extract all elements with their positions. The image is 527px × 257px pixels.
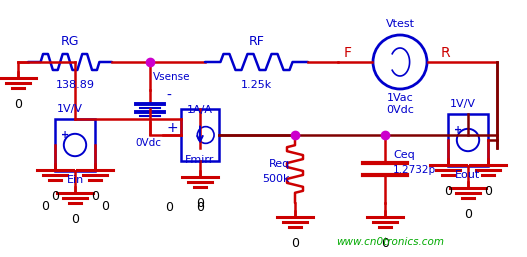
Text: Eout: Eout: [455, 170, 481, 180]
Bar: [448, 114, 488, 166]
Text: 0: 0: [444, 185, 452, 198]
Text: F: F: [344, 46, 352, 60]
Text: R: R: [440, 46, 450, 60]
Text: 138.89: 138.89: [55, 80, 94, 90]
Text: 0: 0: [381, 237, 389, 250]
Text: 0: 0: [484, 185, 492, 198]
Text: 0: 0: [14, 98, 22, 111]
Bar: [55, 119, 95, 171]
Text: 0: 0: [196, 201, 204, 214]
Text: +: +: [454, 125, 462, 135]
Text: 1A/A: 1A/A: [187, 105, 213, 115]
Text: Vsense: Vsense: [153, 72, 190, 82]
Text: 0: 0: [71, 213, 79, 226]
Text: 1.25k: 1.25k: [241, 80, 272, 90]
Text: 500k: 500k: [262, 174, 290, 184]
Text: RF: RF: [249, 35, 265, 48]
Text: 0: 0: [91, 190, 99, 203]
Bar: [181, 109, 219, 161]
Text: 0Vdc: 0Vdc: [386, 105, 414, 115]
Text: 0: 0: [165, 201, 173, 214]
Text: RG: RG: [61, 35, 79, 48]
Text: +: +: [61, 130, 69, 140]
Text: 1Vac: 1Vac: [387, 93, 413, 103]
Text: 0Vdc: 0Vdc: [135, 138, 161, 148]
Text: +: +: [166, 121, 178, 135]
Text: 0: 0: [41, 200, 49, 213]
Text: 1V/V: 1V/V: [450, 99, 476, 109]
Text: Fmirr: Fmirr: [186, 155, 214, 165]
Text: 0: 0: [291, 237, 299, 250]
Text: Vtest: Vtest: [385, 19, 415, 29]
Text: Ceq: Ceq: [393, 150, 415, 160]
Text: 1V/V: 1V/V: [57, 104, 83, 114]
Text: 0: 0: [464, 208, 472, 221]
Text: Req: Req: [269, 159, 290, 169]
Text: Ein: Ein: [66, 175, 84, 185]
Text: 0: 0: [101, 200, 109, 213]
Text: -: -: [166, 89, 171, 103]
Text: www.cn0tronics.com: www.cn0tronics.com: [336, 237, 444, 247]
Text: 1.2732p: 1.2732p: [393, 165, 436, 175]
Text: 0: 0: [196, 197, 204, 210]
Text: 0: 0: [51, 190, 59, 203]
